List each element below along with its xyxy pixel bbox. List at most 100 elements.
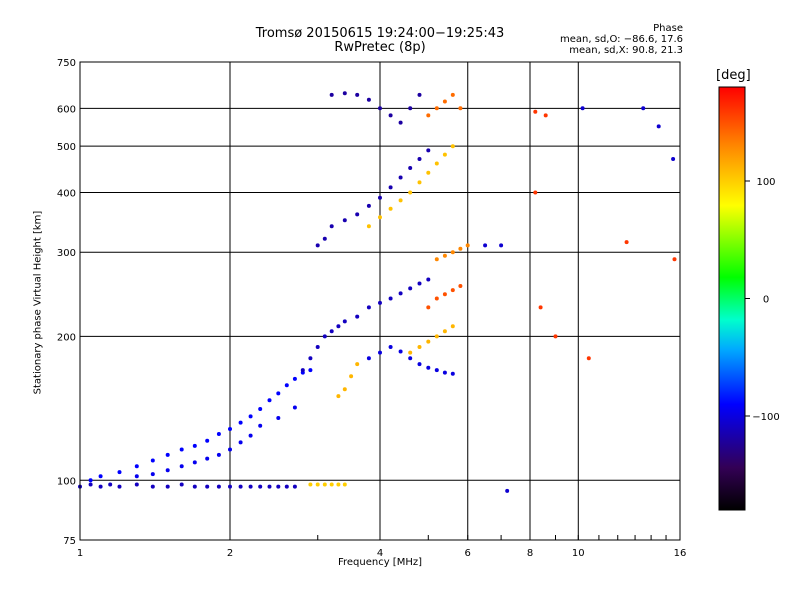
data-point <box>315 482 320 487</box>
phase-stats-o: mean, sd,O: −86.6, 17.6 <box>560 34 683 45</box>
data-point <box>192 484 197 489</box>
data-point <box>205 438 210 443</box>
data-point <box>134 474 139 479</box>
data-point <box>450 288 455 293</box>
data-point <box>388 185 393 190</box>
data-point <box>656 124 661 129</box>
data-point <box>388 296 393 301</box>
data-point <box>543 113 548 118</box>
data-point <box>336 394 341 399</box>
data-point <box>378 215 382 220</box>
x-tick-label: 1 <box>77 548 83 559</box>
data-point <box>238 440 243 445</box>
data-point <box>336 324 341 329</box>
data-point <box>329 482 334 487</box>
data-point <box>417 180 422 185</box>
data-point <box>388 345 393 349</box>
data-point <box>483 243 488 248</box>
data-point <box>378 350 382 355</box>
data-point <box>388 206 393 211</box>
data-point <box>533 109 538 114</box>
data-point <box>108 482 113 487</box>
data-point <box>179 447 184 452</box>
data-point <box>258 423 263 428</box>
x-axis-label: Frequency [MHz] <box>337 557 423 568</box>
data-point <box>533 190 538 195</box>
data-point <box>205 484 210 489</box>
data-point <box>248 484 253 489</box>
data-point <box>192 460 197 465</box>
data-point <box>641 106 646 111</box>
data-point <box>538 305 543 310</box>
data-point <box>442 292 447 297</box>
data-point <box>442 253 447 258</box>
data-point <box>505 488 510 493</box>
data-point <box>388 113 393 118</box>
data-point <box>408 286 413 291</box>
data-point <box>342 387 347 392</box>
data-point <box>300 368 305 373</box>
data-point <box>322 482 327 487</box>
data-point <box>165 468 170 473</box>
data-point <box>216 484 221 489</box>
data-point <box>458 106 463 111</box>
data-point <box>434 257 439 262</box>
data-point <box>450 324 455 329</box>
data-point <box>366 224 371 229</box>
y-axis-label: Stationary phase Virtual Height [km] <box>32 210 44 395</box>
data-point <box>378 195 382 200</box>
data-point <box>228 427 232 431</box>
data-point <box>465 243 470 248</box>
data-point <box>553 334 558 339</box>
data-point <box>165 452 170 457</box>
data-point <box>322 334 327 339</box>
data-point <box>248 433 253 438</box>
data-point <box>398 120 403 125</box>
data-point <box>276 391 281 396</box>
data-point <box>336 482 341 487</box>
data-point <box>378 300 382 305</box>
data-point <box>398 349 403 354</box>
data-point <box>434 296 439 301</box>
data-point <box>586 356 591 361</box>
data-point <box>671 157 676 161</box>
data-point <box>417 281 422 286</box>
data-point <box>308 482 313 487</box>
colorbar-tick-label: 100 <box>756 177 775 188</box>
data-point <box>408 190 413 195</box>
data-point <box>284 383 289 388</box>
data-point <box>366 97 371 102</box>
y-tick-label: 750 <box>57 58 76 69</box>
data-point <box>398 175 403 180</box>
data-point <box>434 334 439 339</box>
data-point <box>292 405 297 410</box>
data-point <box>134 464 139 469</box>
data-point <box>88 482 93 487</box>
data-point <box>267 398 272 403</box>
y-tick-label: 300 <box>57 248 76 259</box>
data-point <box>450 371 455 376</box>
data-point <box>322 236 327 241</box>
data-point <box>349 374 354 379</box>
data-point <box>442 99 447 104</box>
data-point <box>342 482 347 487</box>
data-point <box>355 212 360 217</box>
data-point <box>315 243 320 248</box>
data-point <box>499 243 504 248</box>
colorbar-label: [deg] <box>716 68 751 83</box>
data-point <box>179 464 184 469</box>
data-point <box>216 452 221 457</box>
data-point <box>426 148 431 153</box>
data-point <box>98 484 103 489</box>
data-point <box>458 246 463 251</box>
data-point <box>292 376 297 381</box>
data-point <box>426 113 431 118</box>
data-point <box>355 92 360 97</box>
data-point <box>267 484 272 489</box>
data-point <box>366 203 371 208</box>
data-point <box>355 314 360 319</box>
data-point <box>88 478 93 483</box>
data-point <box>205 456 210 461</box>
y-tick-label: 75 <box>63 536 76 547</box>
data-point <box>179 482 184 487</box>
